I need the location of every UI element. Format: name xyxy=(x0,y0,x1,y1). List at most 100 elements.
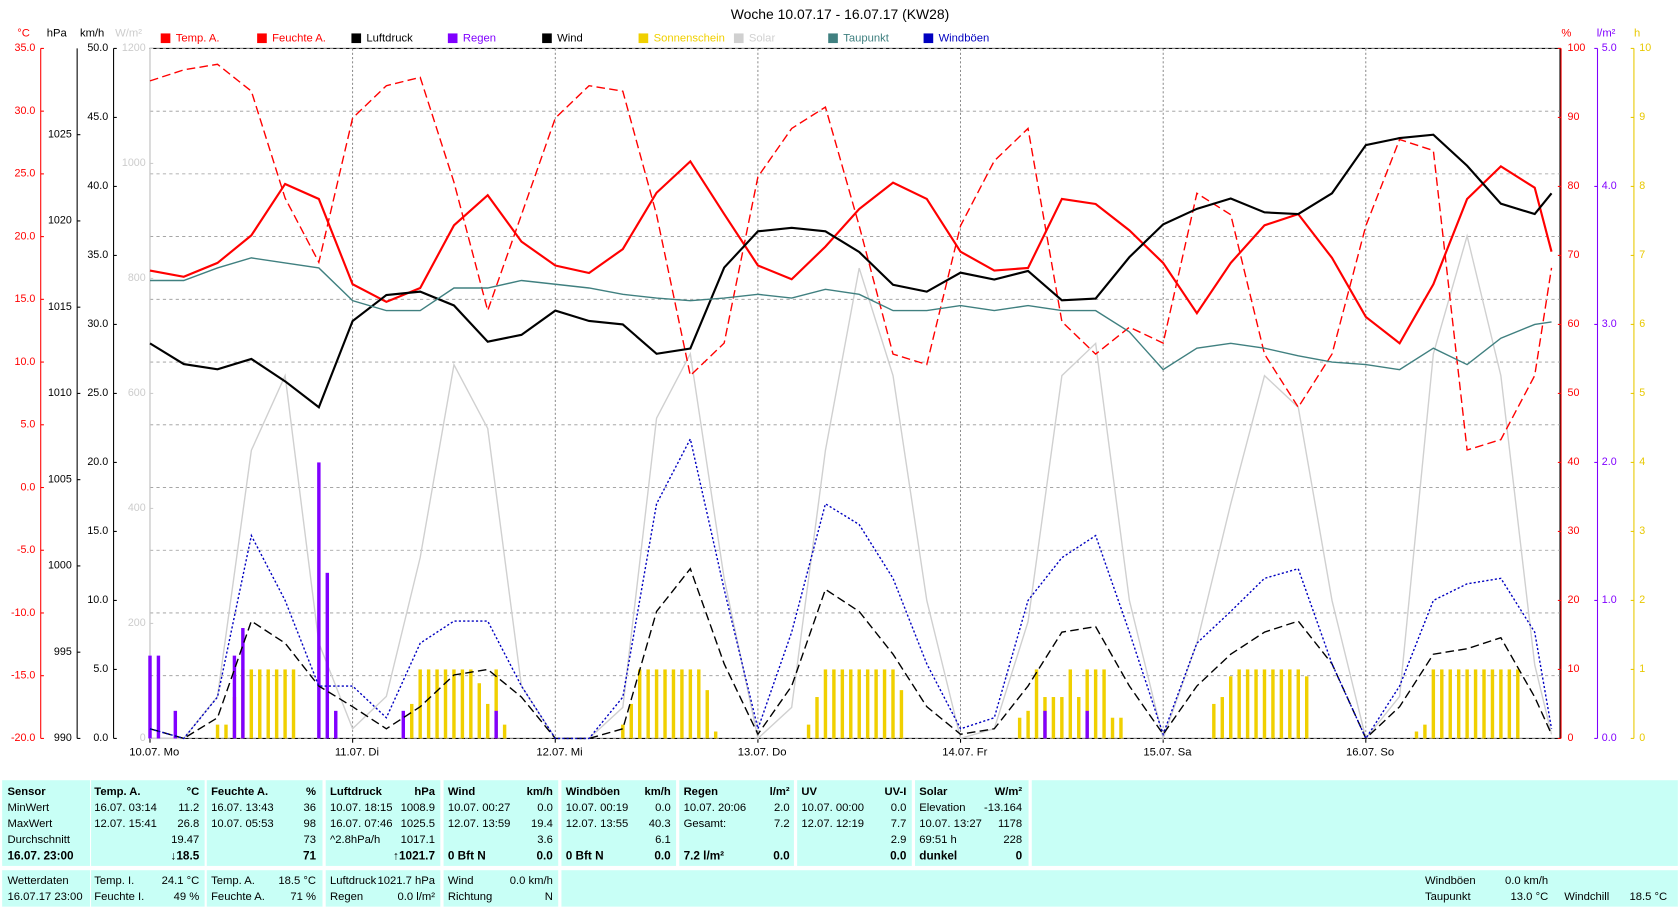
bar xyxy=(1034,669,1039,739)
y-tick-label: 35.0 xyxy=(15,42,36,54)
axis-label: °C xyxy=(17,27,30,39)
bar xyxy=(1271,669,1275,739)
bar xyxy=(832,669,836,739)
y-tick-label: 1010 xyxy=(48,387,72,399)
table-cell-text: 10.07. 20:06 xyxy=(684,802,747,814)
y-tick-label: 10 xyxy=(1568,663,1580,675)
bar xyxy=(1262,669,1267,739)
table-cell-text: 10.07. 00:19 xyxy=(566,802,629,814)
bar xyxy=(1085,669,1089,739)
legend-swatch xyxy=(638,33,649,44)
y-tick-label: 40 xyxy=(1568,456,1580,468)
y-tick-label: 0.0 xyxy=(1602,732,1617,744)
legend-label: Windböen xyxy=(939,33,990,45)
table-cell-text: 36 xyxy=(304,802,317,814)
y-tick-label: 1000 xyxy=(48,560,72,572)
y-tick-label: 2 xyxy=(1639,594,1645,606)
table-cell-text: 16.07. 13:43 xyxy=(211,802,274,814)
table-header: Solar xyxy=(919,786,948,798)
table-header: hPa xyxy=(414,786,435,798)
y-tick-label: 70 xyxy=(1568,249,1580,261)
series-line xyxy=(149,436,1553,740)
footer-cell xyxy=(2,870,90,907)
bar xyxy=(1304,676,1309,739)
footer-value: 71 % xyxy=(290,891,316,903)
table-cell-text: 16.07. 03:14 xyxy=(94,802,157,814)
bar xyxy=(1482,669,1486,739)
bar xyxy=(418,669,422,739)
y-tick-label: 5.0 xyxy=(20,419,35,431)
table-header: km/h xyxy=(644,786,670,798)
bar xyxy=(443,669,448,739)
bar xyxy=(426,669,431,739)
bar xyxy=(1440,669,1444,739)
table-cell-text: 1178 xyxy=(998,818,1022,830)
bar xyxy=(637,669,642,739)
bar xyxy=(1254,669,1258,739)
table-cell-text: 71 xyxy=(303,849,317,862)
y-tick-label: 80 xyxy=(1568,180,1580,192)
bar xyxy=(494,710,498,739)
table-header: % xyxy=(306,786,316,798)
y-tick-label: 1025 xyxy=(48,129,72,141)
bar xyxy=(823,669,828,739)
bar xyxy=(1490,669,1495,739)
legend-label: Sonnenschein xyxy=(654,33,725,45)
table-cell-text: 0 Bft N xyxy=(566,849,604,862)
bar xyxy=(1110,717,1115,739)
bar xyxy=(283,669,287,739)
footer-label: Feuchte I. xyxy=(94,891,144,903)
bar xyxy=(1414,731,1419,739)
bar xyxy=(840,669,845,739)
table-header: Feuchte A. xyxy=(211,786,268,798)
table-cell-text: 12.07. 12:19 xyxy=(801,818,864,830)
footer-label: Feuchte A. xyxy=(211,891,265,903)
axis-label: l/m² xyxy=(1597,27,1616,39)
table-cell-text: Gesamt: xyxy=(684,818,727,830)
bar xyxy=(688,669,693,739)
y-tick-label: 15.0 xyxy=(15,293,36,305)
table-cell-text: dunkel xyxy=(919,849,957,862)
bar xyxy=(1220,697,1224,739)
bar xyxy=(1051,697,1056,739)
y-tick-label: 1005 xyxy=(48,474,72,486)
bar xyxy=(291,669,296,739)
y-tick-label: 50 xyxy=(1568,387,1580,399)
bar xyxy=(317,462,321,739)
y-tick-label: 35.0 xyxy=(87,249,108,261)
bar xyxy=(705,690,709,739)
legend-swatch xyxy=(923,33,934,44)
legend-label: Luftdruck xyxy=(366,33,413,45)
table-cell-text: 0.0 xyxy=(536,849,553,862)
bar xyxy=(1507,669,1512,739)
y-tick-label: -5.0 xyxy=(17,544,35,556)
table-header: Windböen xyxy=(566,786,620,798)
series-line xyxy=(149,159,1553,345)
y-tick-label: 45.0 xyxy=(87,111,108,123)
bar xyxy=(1499,669,1503,739)
legend-swatch xyxy=(351,33,362,44)
legend-label: Regen xyxy=(463,33,496,45)
table-cell-text: 73 xyxy=(304,834,317,846)
footer-cell xyxy=(91,870,205,907)
bar xyxy=(629,703,633,739)
table-cell-text: 1025.5 xyxy=(401,818,435,830)
bar xyxy=(680,669,684,739)
bar xyxy=(1077,697,1081,739)
bar xyxy=(1516,669,1520,739)
table-cell xyxy=(561,780,677,866)
axis-label: km/h xyxy=(80,27,104,39)
table-header: UV-I xyxy=(885,786,907,798)
table-cell xyxy=(206,780,323,866)
bar xyxy=(156,655,161,739)
y-tick-label: 2.0 xyxy=(1602,456,1617,468)
legend-swatch xyxy=(160,33,171,44)
y-tick-label: 1015 xyxy=(48,301,72,313)
footer-value: 0.0 km/h xyxy=(1505,875,1548,887)
series-line xyxy=(149,567,1553,740)
table-cell-text: Elevation xyxy=(919,802,965,814)
x-tick-label: 16.07. So xyxy=(1346,746,1394,758)
bar xyxy=(1093,669,1098,739)
y-tick-label: 1200 xyxy=(122,42,146,54)
series-line xyxy=(150,233,1553,741)
